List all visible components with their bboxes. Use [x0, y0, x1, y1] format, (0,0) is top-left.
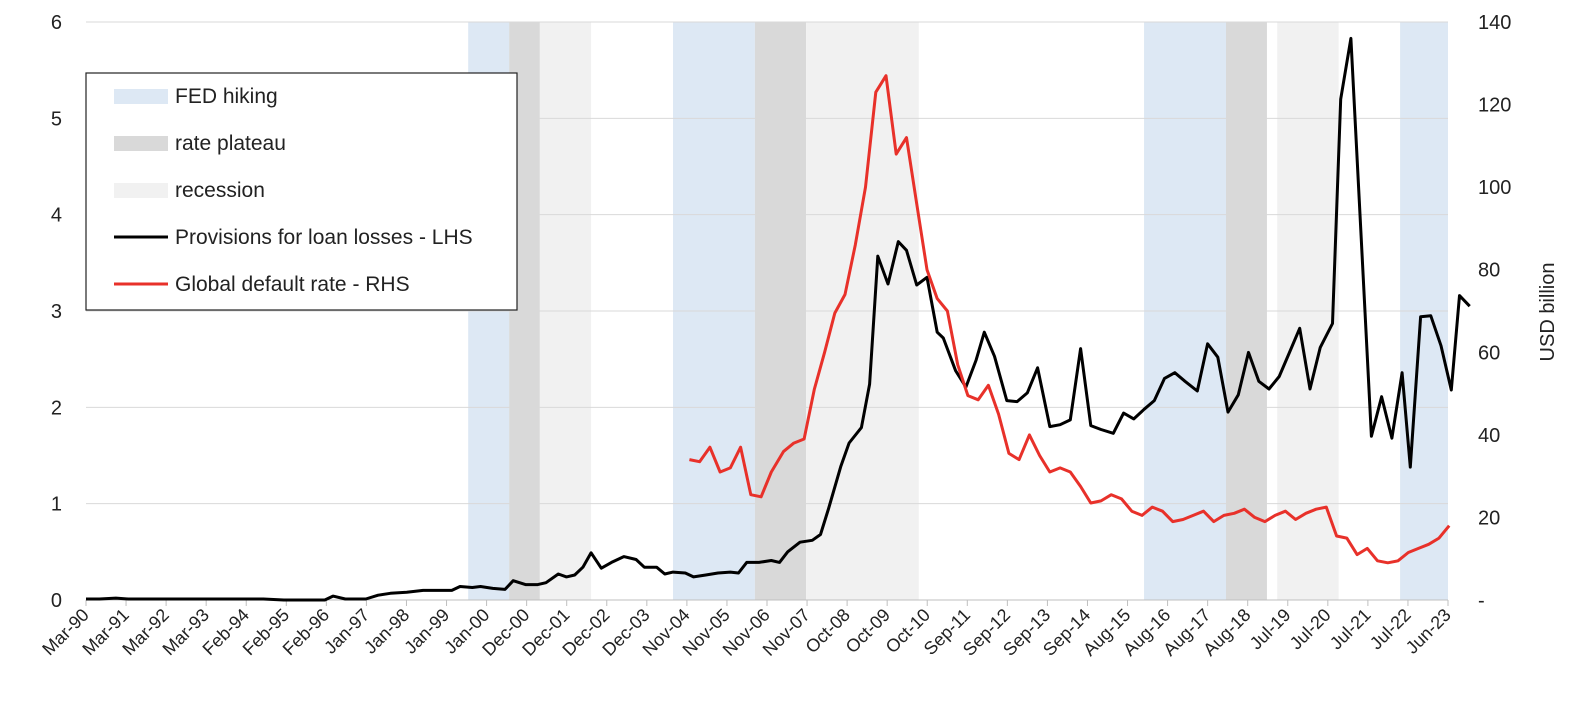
legend: FED hiking rate plateau recession Provision… [85, 72, 518, 311]
left-tick-label: 3 [51, 301, 62, 323]
legend-label: Global default rate - RHS [175, 273, 410, 296]
x-tick-label: Jun-23 [1402, 605, 1455, 658]
series-lines [86, 36, 1471, 602]
right-axis-label: USD billion [1537, 263, 1559, 362]
x-axis-ticks: Mar-90Mar-91Mar-92Mar-93Feb-94Feb-95Feb-… [38, 600, 1455, 660]
x-tick-label: Oct-08 [802, 605, 854, 657]
x-tick-label: Jul-19 [1246, 605, 1295, 654]
legend-swatch [114, 89, 168, 104]
legend-label: Provisions for loan losses - LHS [175, 226, 473, 249]
series-line-default-rate [689, 74, 1451, 565]
legend-label: recession [175, 179, 265, 202]
right-axis-ticks: - 20 40 60 80 100 120 140 [1478, 12, 1511, 612]
legend-label: rate plateau [175, 132, 286, 155]
right-tick-label: 120 [1478, 95, 1511, 117]
left-tick-label: 0 [51, 590, 62, 612]
left-tick-label: 2 [51, 397, 62, 419]
right-tick-label: 20 [1478, 507, 1500, 529]
left-tick-label: 5 [51, 108, 62, 130]
legend-label: FED hiking [175, 85, 278, 108]
x-tick-label: Oct-09 [842, 605, 894, 657]
x-tick-label: Jul-21 [1326, 605, 1375, 654]
right-tick-label: 140 [1478, 12, 1511, 34]
right-tick-label: 80 [1478, 260, 1500, 282]
left-tick-label: 4 [51, 205, 62, 227]
legend-swatch [114, 183, 168, 198]
right-tick-label: 40 [1478, 425, 1500, 447]
left-tick-label: 1 [51, 494, 62, 516]
right-tick-label: 60 [1478, 342, 1500, 364]
right-tick-label: - [1478, 590, 1485, 612]
series-line-provisions [86, 36, 1471, 602]
left-axis-ticks: 0 1 2 3 4 5 6 [51, 12, 62, 612]
legend-swatch [114, 136, 168, 151]
left-tick-label: 6 [51, 12, 62, 34]
x-tick-label: Jul-20 [1286, 605, 1335, 654]
right-tick-label: 100 [1478, 177, 1511, 199]
